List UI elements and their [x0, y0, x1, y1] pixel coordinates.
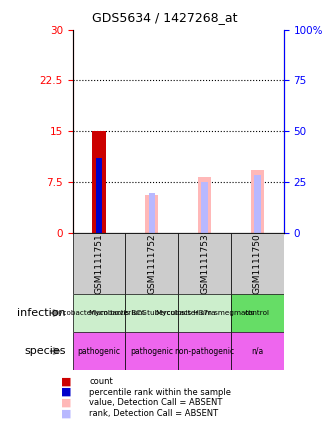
Text: percentile rank within the sample: percentile rank within the sample: [89, 387, 231, 397]
Text: GSM1111753: GSM1111753: [200, 233, 209, 294]
Text: value, Detection Call = ABSENT: value, Detection Call = ABSENT: [89, 398, 222, 407]
Bar: [251, 170, 264, 233]
Text: ■: ■: [61, 408, 71, 418]
Text: GSM1111751: GSM1111751: [94, 233, 104, 294]
Bar: [73, 233, 125, 294]
Bar: [92, 131, 106, 233]
Bar: [178, 233, 231, 294]
Text: GDS5634 / 1427268_at: GDS5634 / 1427268_at: [92, 11, 238, 24]
Bar: [125, 294, 178, 332]
Text: rank, Detection Call = ABSENT: rank, Detection Call = ABSENT: [89, 409, 218, 418]
Bar: [96, 158, 102, 233]
Text: species: species: [24, 346, 66, 356]
Bar: [254, 175, 261, 233]
Bar: [231, 332, 284, 370]
Bar: [73, 332, 125, 370]
Bar: [201, 182, 208, 233]
Text: non-pathogenic: non-pathogenic: [175, 346, 235, 356]
Bar: [125, 233, 178, 294]
Text: control: control: [245, 310, 270, 316]
Bar: [198, 177, 211, 233]
Bar: [148, 193, 155, 233]
Text: Mycobacterium tuberculosis H37ra: Mycobacterium tuberculosis H37ra: [88, 310, 215, 316]
Bar: [73, 294, 125, 332]
Text: GSM1111752: GSM1111752: [147, 233, 156, 294]
Text: ■: ■: [61, 398, 71, 408]
Bar: [125, 332, 178, 370]
Text: Mycobacterium smegmatis: Mycobacterium smegmatis: [156, 310, 253, 316]
Text: pathogenic: pathogenic: [130, 346, 173, 356]
Text: ■: ■: [61, 376, 71, 387]
Bar: [145, 195, 158, 233]
Text: pathogenic: pathogenic: [78, 346, 120, 356]
Bar: [178, 294, 231, 332]
Bar: [231, 294, 284, 332]
Text: n/a: n/a: [251, 346, 264, 356]
Bar: [231, 233, 284, 294]
Text: count: count: [89, 377, 113, 386]
Text: GSM1111750: GSM1111750: [253, 233, 262, 294]
Text: ■: ■: [61, 387, 71, 397]
Text: infection: infection: [17, 308, 66, 318]
Text: Mycobacterium bovis BCG: Mycobacterium bovis BCG: [51, 310, 147, 316]
Bar: [178, 332, 231, 370]
